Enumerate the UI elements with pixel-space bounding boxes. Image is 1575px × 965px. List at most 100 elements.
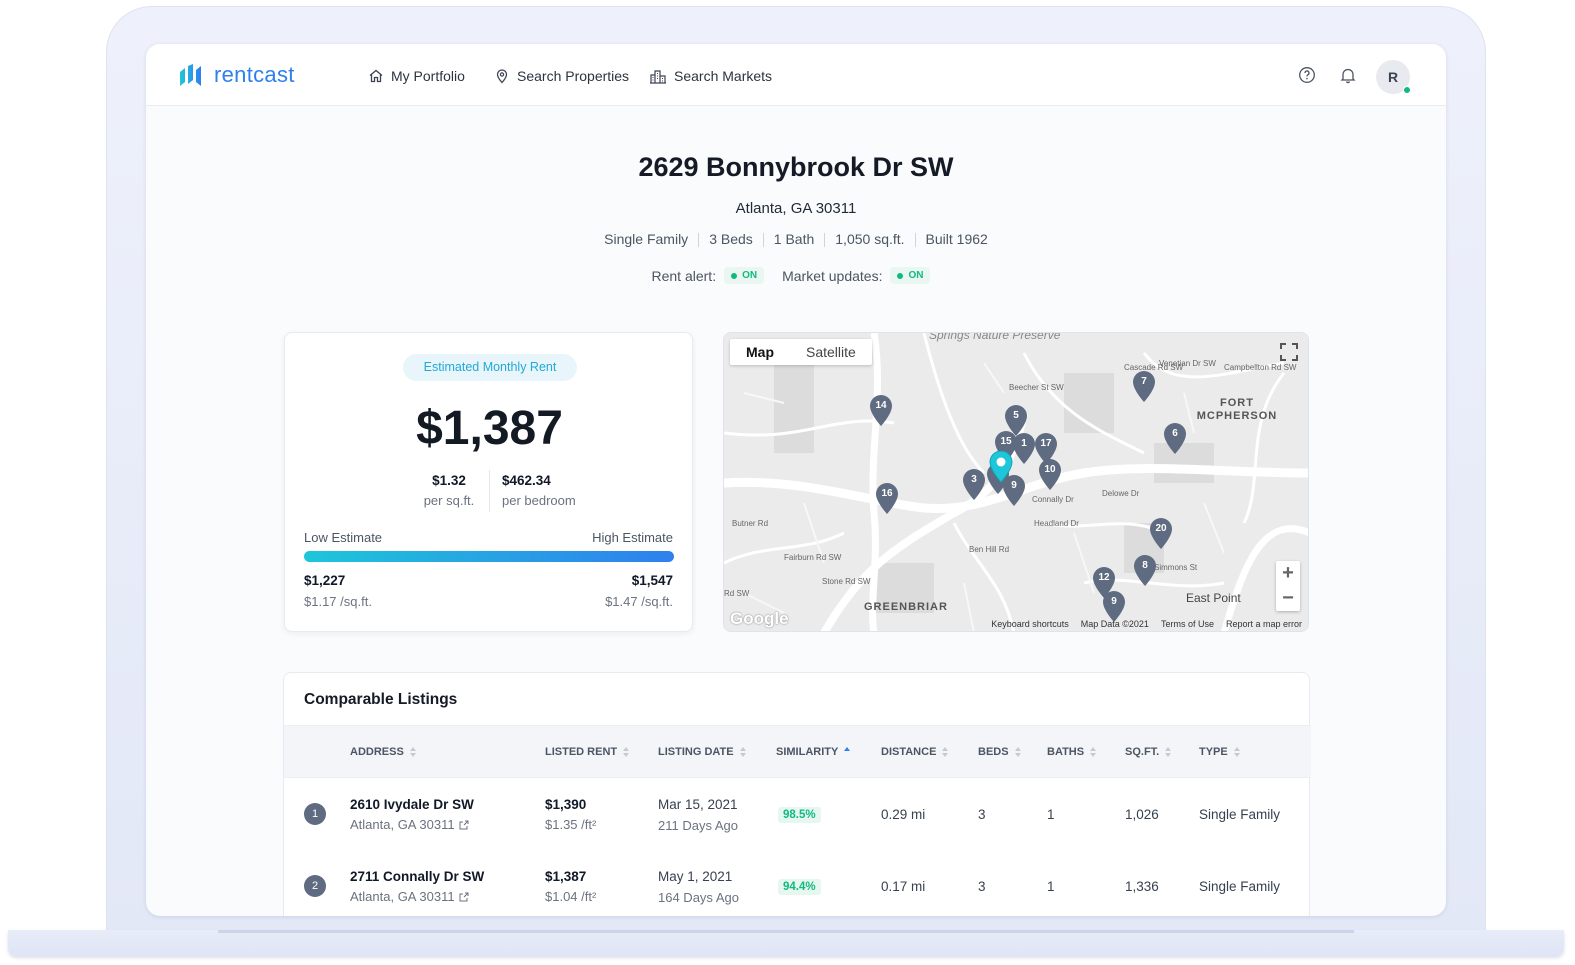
property-baths: 1 Bath: [773, 231, 815, 247]
beds: 3: [978, 879, 986, 894]
map-pin-marker[interactable]: 9: [1102, 591, 1126, 623]
column-header-listing-date[interactable]: LISTING DATE: [658, 746, 746, 758]
estimate-range-bar: [304, 551, 674, 562]
rent-alert-label: Rent alert:: [651, 267, 717, 284]
market-updates-label: Market updates:: [782, 267, 883, 284]
map-pin-marker[interactable]: 7: [1132, 371, 1156, 403]
sort-icon: [1233, 747, 1240, 757]
external-link-icon[interactable]: [459, 820, 469, 830]
row-number-badge: 1: [304, 803, 326, 825]
column-header-address[interactable]: ADDRESS: [350, 746, 416, 758]
rent-per-sqft: $1.35 /ft²: [545, 817, 597, 832]
zoom-in-button[interactable]: +: [1282, 562, 1294, 584]
keyboard-shortcuts-link[interactable]: Keyboard shortcuts: [991, 619, 1069, 629]
property-specs: Single Family 3 Beds 1 Bath 1,050 sq.ft.…: [146, 231, 1446, 247]
column-label: SIMILARITY: [776, 746, 839, 758]
report-map-error-link[interactable]: Report a map error: [1225, 619, 1302, 629]
high-estimate-label: High Estimate: [592, 530, 673, 545]
map-tab-map[interactable]: Map: [746, 344, 774, 360]
listing-address[interactable]: 2610 Ivydale Dr SW: [350, 797, 474, 812]
column-header-similarity[interactable]: SIMILARITY: [776, 746, 851, 758]
days-ago: 164 Days Ago: [658, 890, 739, 905]
map-pin-marker[interactable]: 12: [1092, 567, 1116, 599]
map-pin-marker[interactable]: 5: [1004, 405, 1028, 437]
property-beds: 3 Beds: [709, 231, 753, 247]
subject-property-pin[interactable]: [989, 450, 1013, 483]
pin-number: 12: [1098, 572, 1110, 583]
sort-icon: [409, 747, 416, 757]
sort-icon: [1165, 747, 1172, 757]
terms-of-use-link[interactable]: Terms of Use: [1160, 619, 1214, 629]
per-sqft-label: per sq.ft.: [423, 493, 475, 508]
pin-number: 16: [881, 488, 893, 499]
nav-search-markets[interactable]: Search Markets: [649, 68, 772, 84]
user-avatar[interactable]: R: [1376, 60, 1411, 94]
market-updates-toggle[interactable]: ON: [890, 267, 931, 284]
sqft: 1,336: [1125, 879, 1159, 894]
divider: [489, 470, 490, 512]
map-pin-marker[interactable]: 1: [1012, 433, 1036, 465]
nav-label: Search Properties: [517, 68, 630, 84]
column-label: BATHS: [1047, 746, 1085, 758]
column-header-listed-rent[interactable]: LISTED RENT: [545, 746, 630, 758]
map-pin-marker[interactable]: 8: [1133, 555, 1157, 587]
road-label: Beecher St SW: [1009, 383, 1064, 392]
row-number-badge: 2: [304, 875, 326, 897]
column-header-type[interactable]: TYPE: [1199, 746, 1240, 758]
alert-settings: Rent alert: ON Market updates: ON: [146, 267, 1446, 284]
table-row[interactable]: 2 2711 Connally Dr SW Atlanta, GA 30311 …: [284, 851, 1311, 916]
nav-search-properties[interactable]: Search Properties: [494, 68, 629, 84]
listed-rent: $1,387: [545, 869, 587, 884]
nav-my-portfolio[interactable]: My Portfolio: [368, 68, 465, 84]
map-tab-satellite[interactable]: Satellite: [806, 344, 856, 360]
map-pin-marker[interactable]: 14: [869, 395, 893, 427]
map-pin-marker[interactable]: 20: [1149, 518, 1173, 550]
map-pin-marker[interactable]: 10: [1038, 459, 1062, 491]
road-label: Ben Hill Rd: [969, 545, 1010, 554]
map-pin-marker[interactable]: 16: [875, 483, 899, 515]
help-icon[interactable]: [1298, 66, 1316, 84]
road-label: Fairburn Rd SW: [784, 553, 842, 562]
rentcast-logo-icon: [180, 64, 201, 86]
pin-number: 6: [1172, 428, 1178, 439]
comparable-listings-card: Comparable Listings ADDRESS LISTED RENT …: [283, 672, 1311, 916]
brand-name: rentcast: [214, 62, 295, 87]
column-header-baths[interactable]: BATHS: [1047, 746, 1097, 758]
place-label: East Point: [1186, 591, 1241, 605]
external-link-icon[interactable]: [459, 892, 469, 902]
listing-date: May 1, 2021: [658, 869, 733, 884]
rent-alert-toggle[interactable]: ON: [724, 267, 765, 284]
top-navigation: rentcast My Portfolio Search Properties …: [146, 44, 1446, 106]
sort-icon: [623, 747, 630, 757]
rentcast-logo[interactable]: rentcast: [178, 62, 295, 88]
listing-city: Atlanta, GA 30311: [350, 889, 469, 904]
column-header-sqft[interactable]: SQ.FT.: [1125, 746, 1172, 758]
column-header-distance[interactable]: DISTANCE: [881, 746, 949, 758]
comparables-map[interactable]: Springs Nature Preserve FORT MCPHERSON G…: [723, 332, 1309, 632]
map-pin-marker[interactable]: 17: [1034, 433, 1058, 465]
per-bedroom-value: $462.34: [502, 473, 551, 488]
low-estimate-value: $1,227: [304, 573, 346, 588]
low-estimate-sqft: $1.17 /sq.ft.: [304, 594, 372, 609]
baths: 1: [1047, 807, 1055, 822]
bell-icon[interactable]: [1339, 66, 1357, 84]
map-pin-marker[interactable]: 6: [1163, 423, 1187, 455]
baths: 1: [1047, 879, 1055, 894]
nav-label: Search Markets: [674, 68, 773, 84]
property-type: Single Family: [1199, 879, 1281, 894]
fullscreen-icon[interactable]: [1278, 341, 1300, 363]
listed-rent: $1,390: [545, 797, 587, 812]
table-row[interactable]: 1 2610 Ivydale Dr SW Atlanta, GA 30311 $…: [284, 779, 1311, 851]
pin-number: 9: [1011, 480, 1017, 491]
place-label: FORT MCPHERSON: [1196, 397, 1278, 422]
road-label: Delowe Dr: [1102, 489, 1140, 498]
map-pin-marker[interactable]: 9: [1002, 475, 1026, 507]
road-label: Rd SW: [724, 589, 750, 598]
listing-address[interactable]: 2711 Connally Dr SW: [350, 869, 485, 884]
city-text: Atlanta, GA 30311: [350, 889, 455, 904]
zoom-out-button[interactable]: −: [1282, 587, 1294, 609]
pin-number: 7: [1141, 376, 1147, 387]
column-header-beds[interactable]: BEDS: [978, 746, 1021, 758]
comparable-listings-title: Comparable Listings: [304, 691, 458, 708]
map-pin-marker[interactable]: 3: [962, 469, 986, 501]
